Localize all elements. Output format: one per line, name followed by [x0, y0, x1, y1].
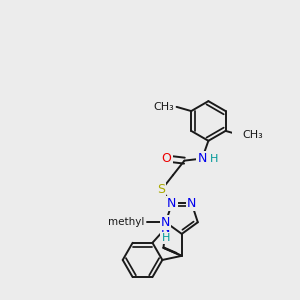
Text: N: N	[167, 197, 177, 210]
Text: S: S	[158, 183, 165, 196]
Text: N: N	[161, 216, 170, 229]
Text: H: H	[209, 154, 218, 164]
Text: N: N	[197, 152, 207, 165]
Text: methyl: methyl	[108, 217, 145, 227]
Text: H: H	[161, 233, 170, 244]
Text: N: N	[161, 221, 170, 235]
Text: O: O	[162, 152, 172, 165]
Text: CH₃: CH₃	[154, 102, 174, 112]
Text: N: N	[187, 197, 196, 210]
Text: CH₃: CH₃	[242, 130, 263, 140]
